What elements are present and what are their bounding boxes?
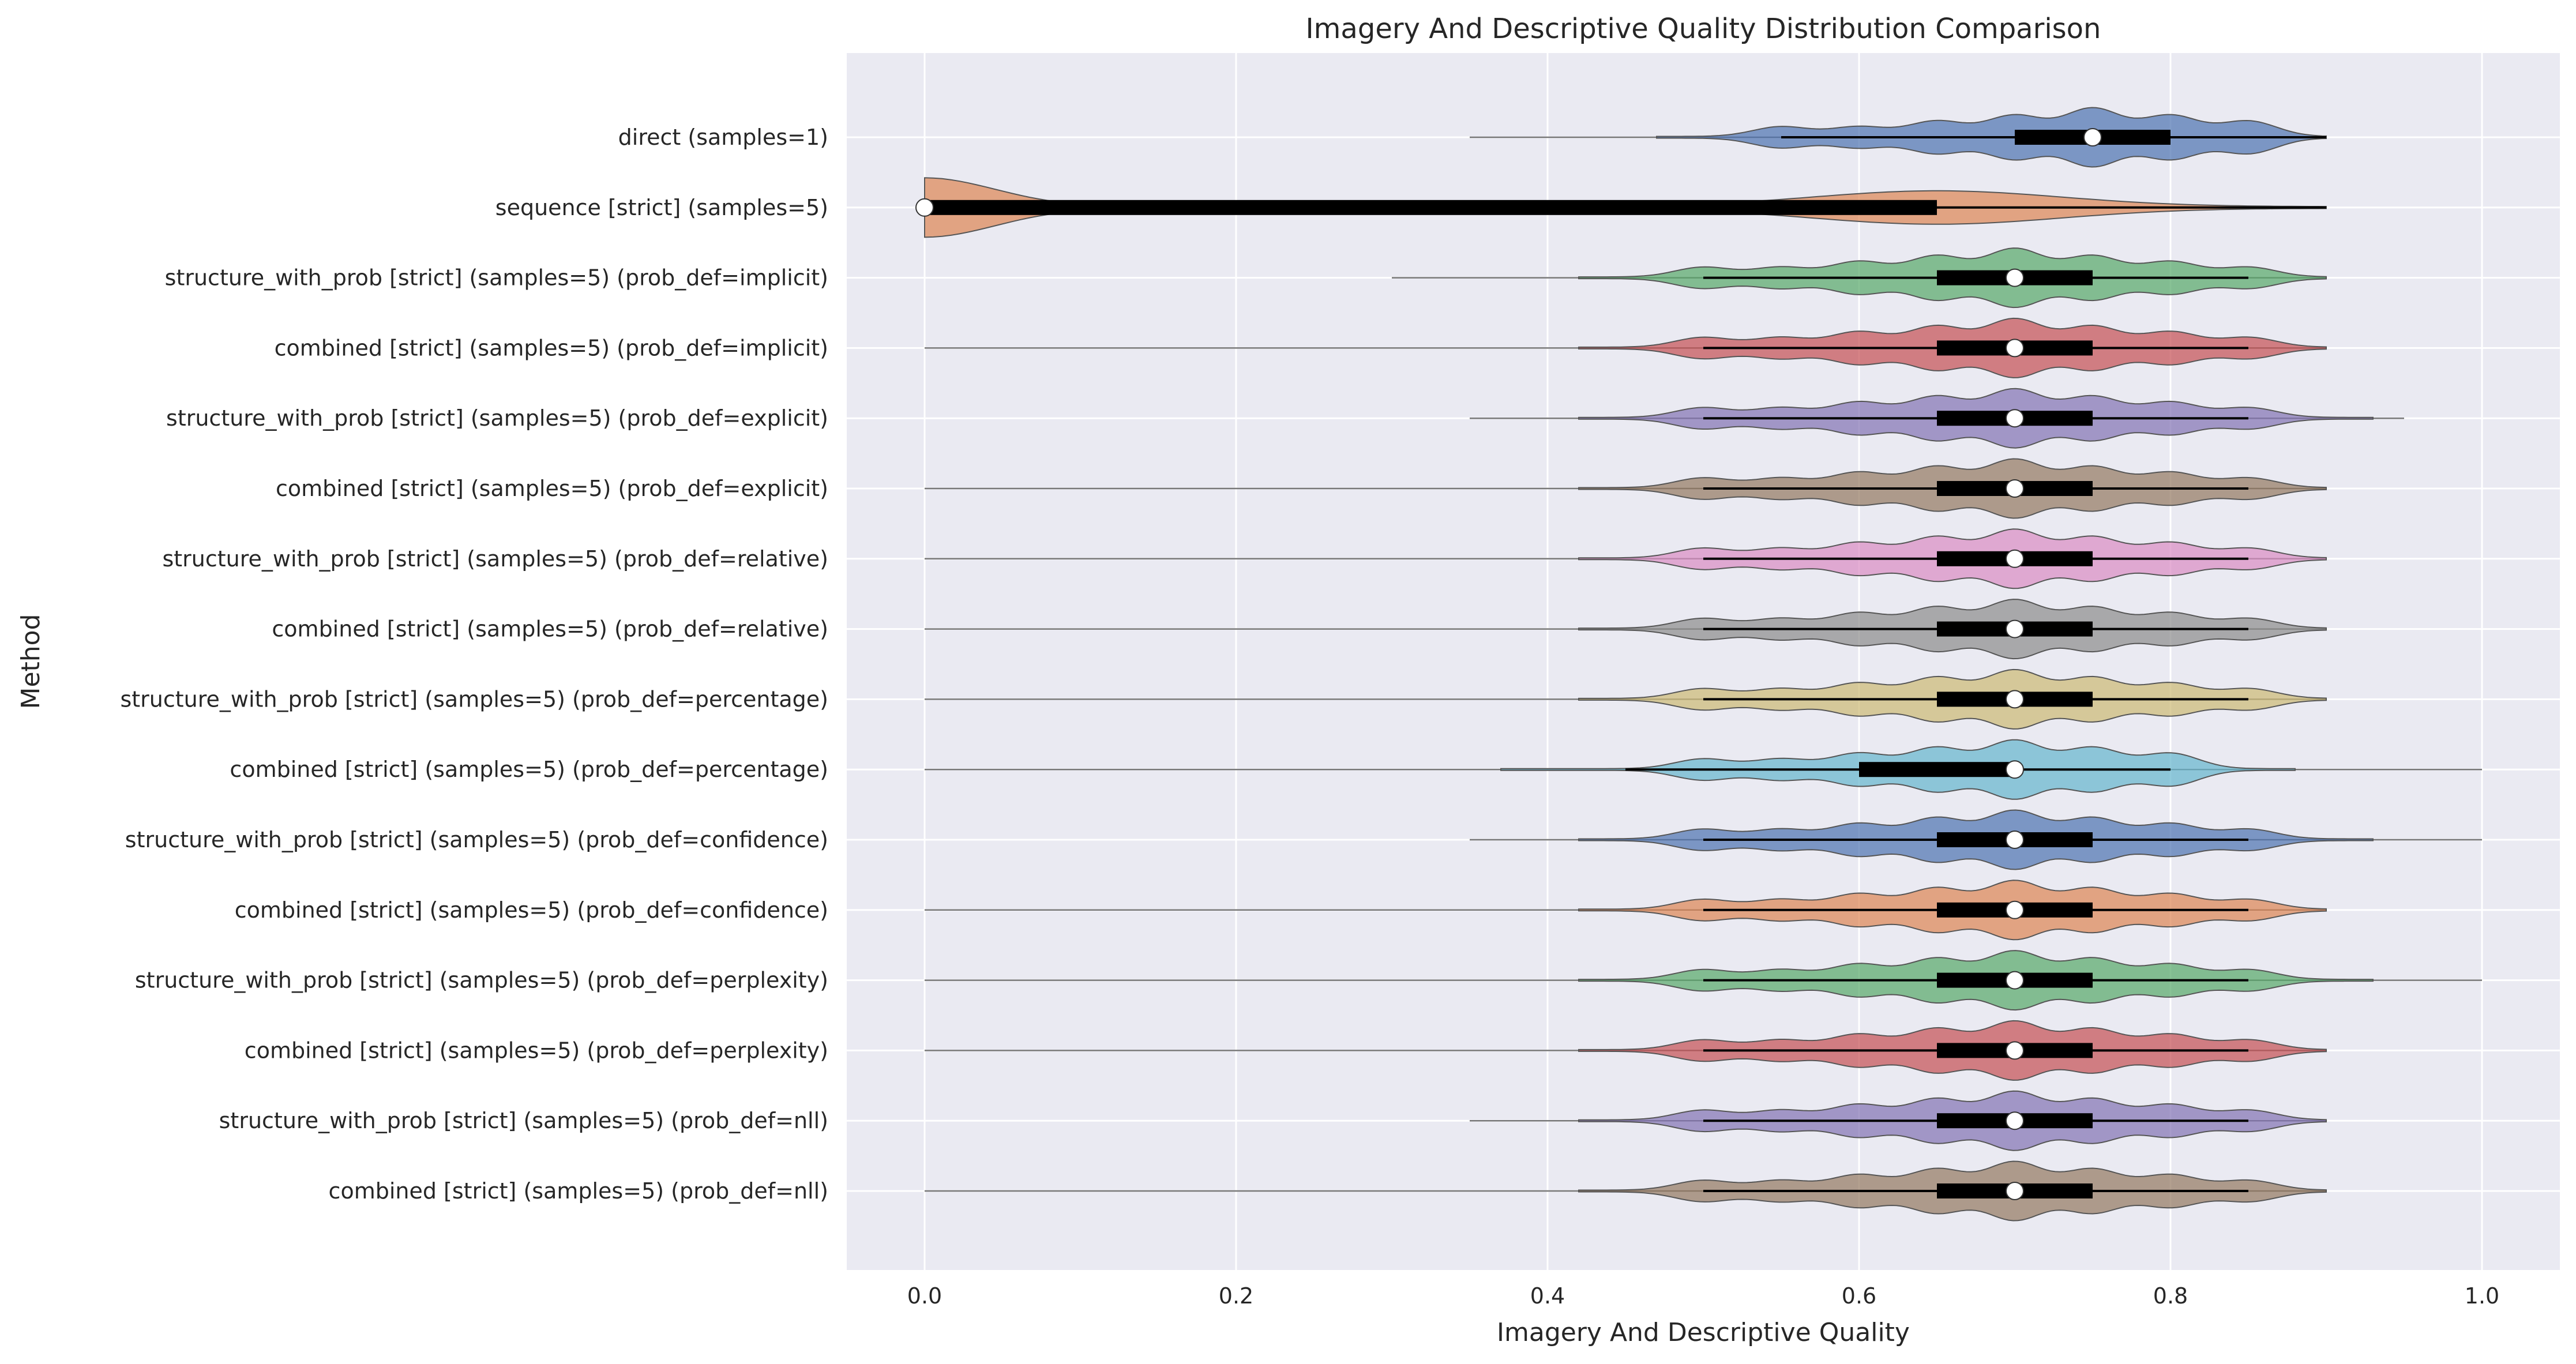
median-point [2006,409,2024,428]
category-label: structure_with_prob [strict] (samples=5)… [162,546,828,572]
category-label: combined [strict] (samples=5) (prob_def=… [276,476,828,501]
category-label: combined [strict] (samples=5) (prob_def=… [275,335,828,360]
x-axis-title: Imagery And Descriptive Quality [1497,1318,1910,1347]
iqr-box [1859,762,2015,777]
violin-group [925,1160,2327,1222]
category-label: structure_with_prob [strict] (samples=5)… [219,1108,828,1133]
x-tick-label: 0.8 [2153,1283,2188,1309]
median-point [2083,128,2102,146]
median-point [2006,760,2024,779]
median-point [2006,339,2024,358]
violin-group [925,880,2327,941]
x-tick-label: 0.6 [1842,1283,1876,1309]
category-label: structure_with_prob [strict] (samples=5)… [135,968,828,993]
violin-group [925,317,2327,378]
iqr-box [925,200,1937,215]
median-point [2006,1041,2024,1060]
category-label: combined [strict] (samples=5) (prob_def=… [235,897,828,923]
median-point [2006,1111,2024,1130]
x-tick-label: 0.4 [1530,1283,1565,1309]
violins [915,107,2482,1222]
median-point [2006,1182,2024,1200]
violin-group [1470,809,2482,870]
median-point [915,198,934,217]
violin-group [925,1020,2327,1081]
median-point [2006,831,2024,849]
violin-group [1470,107,2327,168]
median-point [2006,971,2024,990]
x-tick-label: 0.0 [907,1283,942,1309]
chart-title: Imagery And Descriptive Quality Distribu… [1306,13,2101,45]
plot-background [847,53,2560,1270]
category-label: structure_with_prob [strict] (samples=5)… [125,827,828,852]
y-axis-title: Method [16,614,46,709]
category-label: structure_with_prob [strict] (samples=5)… [166,405,828,431]
median-point [2006,549,2024,568]
category-label: combined [strict] (samples=5) (prob_def=… [245,1038,828,1063]
category-label: sequence [strict] (samples=5) [495,195,828,220]
violin-group [925,458,2327,519]
category-label: structure_with_prob [strict] (samples=5)… [120,686,828,712]
category-label: combined [strict] (samples=5) (prob_def=… [230,757,828,782]
violin-group [915,177,2327,238]
category-label: structure_with_prob [strict] (samples=5)… [165,265,828,291]
violin-group [925,739,2482,800]
violin-group [1392,247,2327,309]
median-point [2006,479,2024,498]
median-point [2006,268,2024,287]
median-point [2006,900,2024,919]
category-label: direct (samples=1) [618,125,828,150]
violin-group [925,950,2482,1011]
violin-group [925,528,2327,589]
category-label: combined [strict] (samples=5) (prob_def=… [329,1178,828,1204]
violin-group [925,668,2327,730]
violin-group [925,599,2327,660]
violin-group [1470,1090,2327,1151]
category-labels: direct (samples=1) sequence [strict] (sam… [120,125,828,1204]
median-point [2006,619,2024,638]
category-label: combined [strict] (samples=5) (prob_def=… [272,617,828,642]
x-tick-label: 1.0 [2465,1283,2499,1309]
x-tick-label: 0.2 [1219,1283,1253,1309]
median-point [2006,690,2024,709]
violin-group [1470,388,2404,449]
x-tick-labels: 0.0 0.2 0.4 0.6 0.8 1.0 [907,1283,2499,1309]
